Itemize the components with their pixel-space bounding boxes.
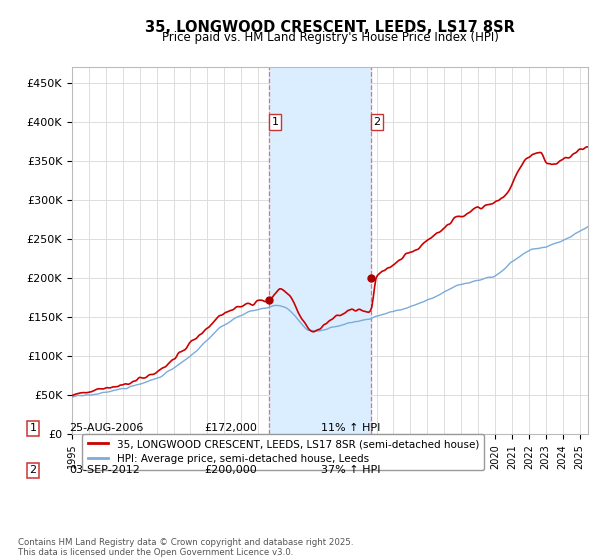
Text: 1: 1 [29,423,37,433]
Legend: 35, LONGWOOD CRESCENT, LEEDS, LS17 8SR (semi-detached house), HPI: Average price: 35, LONGWOOD CRESCENT, LEEDS, LS17 8SR (… [82,433,484,470]
Text: Price paid vs. HM Land Registry's House Price Index (HPI): Price paid vs. HM Land Registry's House … [161,31,499,44]
Bar [269,67,371,434]
Text: 25-AUG-2006: 25-AUG-2006 [69,423,143,433]
Text: 1: 1 [272,117,278,127]
Text: 37% ↑ HPI: 37% ↑ HPI [321,465,380,475]
Text: Contains HM Land Registry data © Crown copyright and database right 2025.
This d: Contains HM Land Registry data © Crown c… [18,538,353,557]
Text: 2: 2 [29,465,37,475]
Text: £200,000: £200,000 [204,465,257,475]
Text: £172,000: £172,000 [204,423,257,433]
Text: 11% ↑ HPI: 11% ↑ HPI [321,423,380,433]
Text: 03-SEP-2012: 03-SEP-2012 [69,465,140,475]
Text: 2: 2 [373,117,380,127]
Text: 35, LONGWOOD CRESCENT, LEEDS, LS17 8SR: 35, LONGWOOD CRESCENT, LEEDS, LS17 8SR [145,20,515,35]
